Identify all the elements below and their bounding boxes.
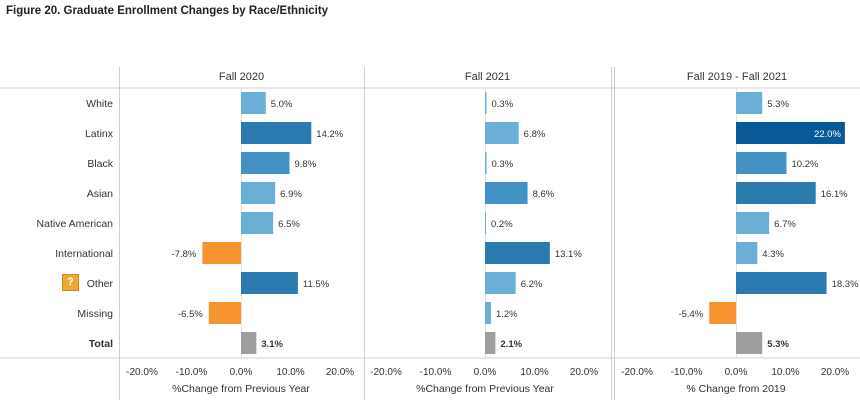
tick-label: -20.0% (370, 367, 402, 378)
data-label: 6.8% (524, 129, 546, 140)
bar (241, 212, 274, 234)
figure-title: Figure 20. Graduate Enrollment Changes b… (6, 5, 329, 17)
data-label: 6.9% (280, 189, 302, 200)
data-label: 5.3% (767, 99, 789, 110)
row-label: International (55, 248, 113, 260)
bar (485, 332, 496, 354)
data-label: 14.2% (316, 129, 343, 140)
data-label: 4.3% (762, 249, 784, 260)
data-label: -5.4% (678, 309, 703, 320)
bar (736, 212, 770, 234)
tick-label: -20.0% (126, 367, 158, 378)
bar (241, 152, 290, 174)
data-label: 0.2% (491, 219, 513, 230)
bar (241, 182, 276, 204)
bar (241, 122, 312, 144)
bar (485, 272, 516, 294)
bar (709, 302, 736, 324)
data-label: 0.3% (491, 99, 513, 110)
tick-label: 20.0% (570, 367, 598, 378)
data-label: 11.5% (303, 279, 330, 290)
bar (208, 302, 241, 324)
data-label: 8.6% (533, 189, 555, 200)
bar (736, 92, 763, 114)
axis-label: %Change from Previous Year (416, 383, 554, 395)
panel-title: Fall 2020 (219, 71, 264, 83)
tick-label: 0.0% (230, 367, 253, 378)
data-label: 6.5% (278, 219, 300, 230)
data-label: 18.3% (832, 279, 859, 290)
bar (485, 182, 528, 204)
bar (485, 152, 487, 174)
bar (485, 92, 487, 114)
row-label: White (86, 98, 113, 110)
data-label: -6.5% (178, 309, 203, 320)
data-label: 2.1% (500, 339, 522, 350)
data-label: 6.2% (521, 279, 543, 290)
tick-label: 10.0% (520, 367, 548, 378)
bar (736, 332, 763, 354)
axis-label: % Change from 2019 (686, 383, 785, 395)
bar (241, 272, 298, 294)
tick-label: -10.0% (420, 367, 452, 378)
data-label: 5.0% (271, 99, 293, 110)
data-label: 16.1% (821, 189, 848, 200)
bar (485, 302, 491, 324)
bar (241, 92, 266, 114)
row-label: Missing (77, 308, 113, 320)
tick-label: 10.0% (771, 367, 799, 378)
data-label: 5.3% (767, 339, 789, 350)
tick-label: 0.0% (474, 367, 497, 378)
bar (736, 272, 827, 294)
bar (736, 242, 758, 264)
bar (485, 122, 519, 144)
bar (736, 122, 845, 144)
data-label: -7.8% (172, 249, 197, 260)
data-label: 6.7% (774, 219, 796, 230)
panel-title: Fall 2019 - Fall 2021 (687, 71, 787, 83)
tick-label: 20.0% (326, 367, 354, 378)
data-label: 22.0% (814, 129, 841, 140)
tick-label: -10.0% (671, 367, 703, 378)
bar (736, 182, 816, 204)
row-label: Native American (37, 218, 114, 230)
bar (485, 242, 550, 264)
row-label: Latinx (85, 128, 114, 140)
row-label: Asian (87, 188, 113, 200)
tick-label: -20.0% (621, 367, 653, 378)
data-label: 0.3% (491, 159, 513, 170)
tick-label: 20.0% (821, 367, 849, 378)
bar (736, 152, 787, 174)
axis-label: %Change from Previous Year (172, 383, 310, 395)
row-label: Total (89, 338, 113, 350)
tick-label: -10.0% (176, 367, 208, 378)
tick-label: 10.0% (276, 367, 304, 378)
row-label: Other (87, 278, 114, 290)
panel-title: Fall 2021 (465, 71, 510, 83)
data-label: 3.1% (261, 339, 283, 350)
data-label: 1.2% (496, 309, 518, 320)
row-label: Black (87, 158, 113, 170)
bar (241, 332, 257, 354)
data-label: 13.1% (555, 249, 582, 260)
data-label: 9.8% (295, 159, 317, 170)
bar (485, 212, 486, 234)
bar (202, 242, 241, 264)
question-icon[interactable]: ? (62, 274, 79, 291)
data-label: 10.2% (791, 159, 818, 170)
tick-label: 0.0% (725, 367, 748, 378)
